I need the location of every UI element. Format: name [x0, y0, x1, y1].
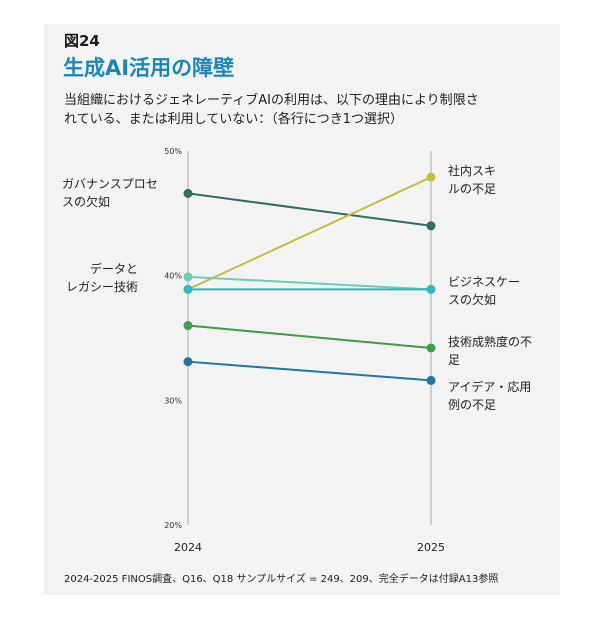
series-label-business-case: ビジネスケー スの欠如 — [448, 273, 520, 309]
series-label-data-legacy-line-2: レガシー技術 — [65, 280, 138, 294]
data-point-5-2025 — [426, 375, 436, 385]
series-label-skills: 社内スキ ルの不足 — [448, 162, 496, 198]
series-label-ideas-line-1: アイデア・応用 — [448, 380, 532, 394]
subtitle-line-1: 当組織におけるジェネレーティブAIの利用は、以下の理由により制限さ — [64, 93, 479, 108]
series-label-skills-line-1: 社内スキ — [448, 164, 497, 178]
data-point-3-2025 — [426, 284, 436, 294]
data-point-0-2024 — [183, 188, 193, 198]
series-label-business-case-line-1: ビジネスケー — [448, 275, 521, 289]
y-tick-label: 40% — [164, 272, 182, 281]
series-line-2 — [187, 275, 432, 291]
footnote: 2024-2025 FINOS調査、Q16、Q18 サンプルサイズ = 249、… — [64, 574, 499, 585]
figure-subtitle: 当組織におけるジェネレーティブAIの利用は、以下の理由により制限さ れている、ま… — [64, 91, 564, 129]
series-line-1 — [187, 176, 432, 291]
series-label-skills-line-2: ルの不足 — [448, 182, 497, 196]
series-label-ideas-line-2: 例の不足 — [448, 398, 497, 412]
series-label-data-legacy: データと レガシー技術 — [62, 260, 138, 296]
series-label-business-case-line-2: スの欠如 — [448, 293, 497, 307]
series-label-data-legacy-line-1: データと — [89, 262, 138, 276]
series-label-maturity-line-1: 技術成熟度の不 — [448, 335, 533, 349]
y-tick-label: 20% — [164, 521, 182, 530]
series-label-governance: ガバナンスプロセ スの欠如 — [62, 175, 158, 211]
series-line-4 — [187, 324, 432, 349]
series-line-5 — [187, 360, 432, 382]
series-label-governance-line-2: スの欠如 — [62, 195, 111, 209]
series-label-ideas: アイデア・応用 例の不足 — [448, 378, 531, 414]
figure-panel — [44, 24, 560, 595]
data-point-3-2024 — [183, 284, 193, 294]
y-tick-label: 30% — [164, 396, 182, 405]
x-tick-label: 2024 — [174, 541, 202, 554]
data-point-4-2025 — [426, 343, 436, 353]
data-point-5-2024 — [183, 357, 193, 367]
figure-number: 図24 — [64, 32, 100, 50]
series-line-0 — [187, 192, 432, 227]
data-point-4-2024 — [183, 321, 193, 331]
data-point-1-2025 — [426, 172, 436, 182]
series-label-maturity: 技術成熟度の不 足 — [448, 333, 532, 369]
series-label-governance-line-1: ガバナンスプロセ — [62, 177, 158, 191]
series-label-maturity-line-2: 足 — [448, 353, 461, 367]
figure-title: 生成AI活用の障壁 — [63, 56, 235, 80]
subtitle-line-2: れている、または利用していない：（各行につき1つ選択） — [64, 112, 403, 127]
data-point-2-2024 — [183, 272, 193, 282]
y-tick-label: 50% — [164, 147, 182, 156]
data-point-0-2025 — [426, 221, 436, 231]
x-tick-label: 2025 — [417, 541, 445, 554]
